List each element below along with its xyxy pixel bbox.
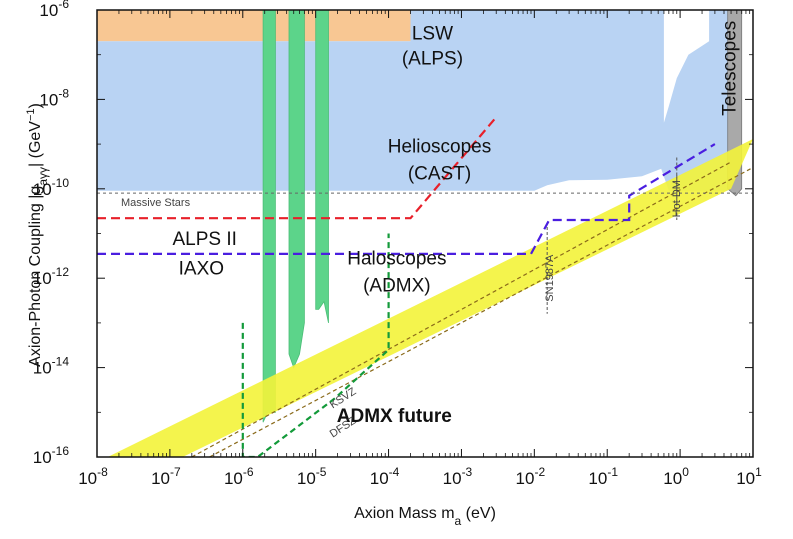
x-tick-label: 10-7: [151, 465, 181, 488]
annotation-admx: (ADMX): [363, 276, 431, 297]
y-tick-label: 10-16: [33, 444, 70, 467]
annotation-massive: Massive Stars: [121, 197, 191, 209]
annotation-alps2: ALPS II: [172, 229, 236, 250]
annotation-iaxo: IAXO: [179, 259, 224, 280]
ksvz-line: [191, 161, 732, 457]
alps-ii-line: [97, 116, 498, 220]
qcd-axion-band: [107, 139, 753, 457]
haloscope-band-3: [315, 10, 329, 323]
plot-area: [97, 10, 753, 457]
x-tick-label: 10-1: [588, 465, 618, 488]
x-tick-label: 10-5: [297, 465, 327, 488]
y-axis-title: Axion-Photon Coupling |gaγγ| (GeV−1): [25, 103, 50, 367]
y-tick-label: 10-6: [39, 0, 69, 20]
lsw-region: [97, 10, 411, 42]
annotation-halo: Haloscopes: [347, 249, 446, 270]
x-tick-label: 10-4: [370, 465, 400, 488]
dfsz-line: [209, 166, 753, 457]
annotation-hotdm: Hot DM: [671, 180, 683, 217]
y-tick-label: 10-10: [33, 176, 70, 199]
annotation-telescopes: Telescopes: [720, 21, 741, 116]
x-axis-title: Axion Mass ma (eV): [354, 505, 496, 528]
x-tick-label: 100: [663, 465, 689, 488]
annotation-admxf: ADMX future: [337, 406, 452, 427]
annotation-labels: LSW (ALPS) Helioscopes (CAST) Haloscopes (ADM…: [121, 21, 741, 441]
x-tick-label: 10-6: [224, 465, 254, 488]
annotation-helio: Helioscopes: [388, 136, 492, 157]
x-tick-label: 10-3: [443, 465, 473, 488]
annotation-cast: (CAST): [408, 164, 471, 185]
y-tick-label: 10-14: [33, 355, 70, 378]
y-tick-label: 10-12: [33, 265, 70, 288]
admx-future-line: [241, 233, 390, 457]
haloscope-band-2: [288, 10, 305, 369]
axis-ticks: 10-8 10-7 10-6 10-5 10-4 10-3 10-2 10-1 100 101 10…: [33, 0, 762, 488]
haloscope-band-1: [262, 10, 276, 423]
annotation-lsw: LSW: [412, 23, 453, 44]
x-tick-label: 10-8: [78, 465, 108, 488]
iaxo-line: [97, 143, 716, 255]
annotation-alps: (ALPS): [402, 49, 463, 70]
annotation-sn: SN1987A: [544, 254, 556, 302]
helioscope-region: [97, 10, 728, 191]
x-tick-label: 10-2: [516, 465, 546, 488]
x-tick-label: 101: [736, 465, 762, 488]
y-tick-label: 10-8: [39, 86, 69, 109]
